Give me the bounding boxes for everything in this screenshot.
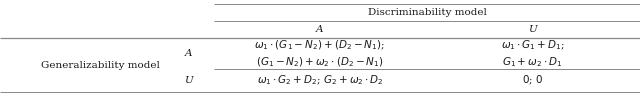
Text: $\omega_1 \cdot G_2 + D_2$; $G_2 + \omega_2 \cdot D_2$: $\omega_1 \cdot G_2 + D_2$; $G_2 + \omeg… — [257, 74, 383, 87]
Text: U: U — [529, 25, 537, 34]
Text: $\omega_1 \cdot ( G_1 - N_2 ) + ( D_2 - N_1 )$;: $\omega_1 \cdot ( G_1 - N_2 ) + ( D_2 - … — [255, 39, 385, 52]
Text: A: A — [185, 49, 193, 58]
Text: Discriminability model: Discriminability model — [368, 8, 486, 17]
Text: A: A — [316, 25, 324, 34]
Text: $( G_1 - N_2 ) + \omega_2 \cdot ( D_2 - N_1 )$: $( G_1 - N_2 ) + \omega_2 \cdot ( D_2 - … — [256, 55, 384, 69]
Text: Generalizability model: Generalizability model — [42, 61, 160, 70]
Text: $0$; $0$: $0$; $0$ — [522, 74, 543, 87]
Text: U: U — [184, 76, 193, 85]
Text: $\omega_1 \cdot G_1 + D_1$;: $\omega_1 \cdot G_1 + D_1$; — [500, 39, 565, 52]
Text: $G_1 + \omega_2 \cdot D_1$: $G_1 + \omega_2 \cdot D_1$ — [502, 55, 563, 69]
